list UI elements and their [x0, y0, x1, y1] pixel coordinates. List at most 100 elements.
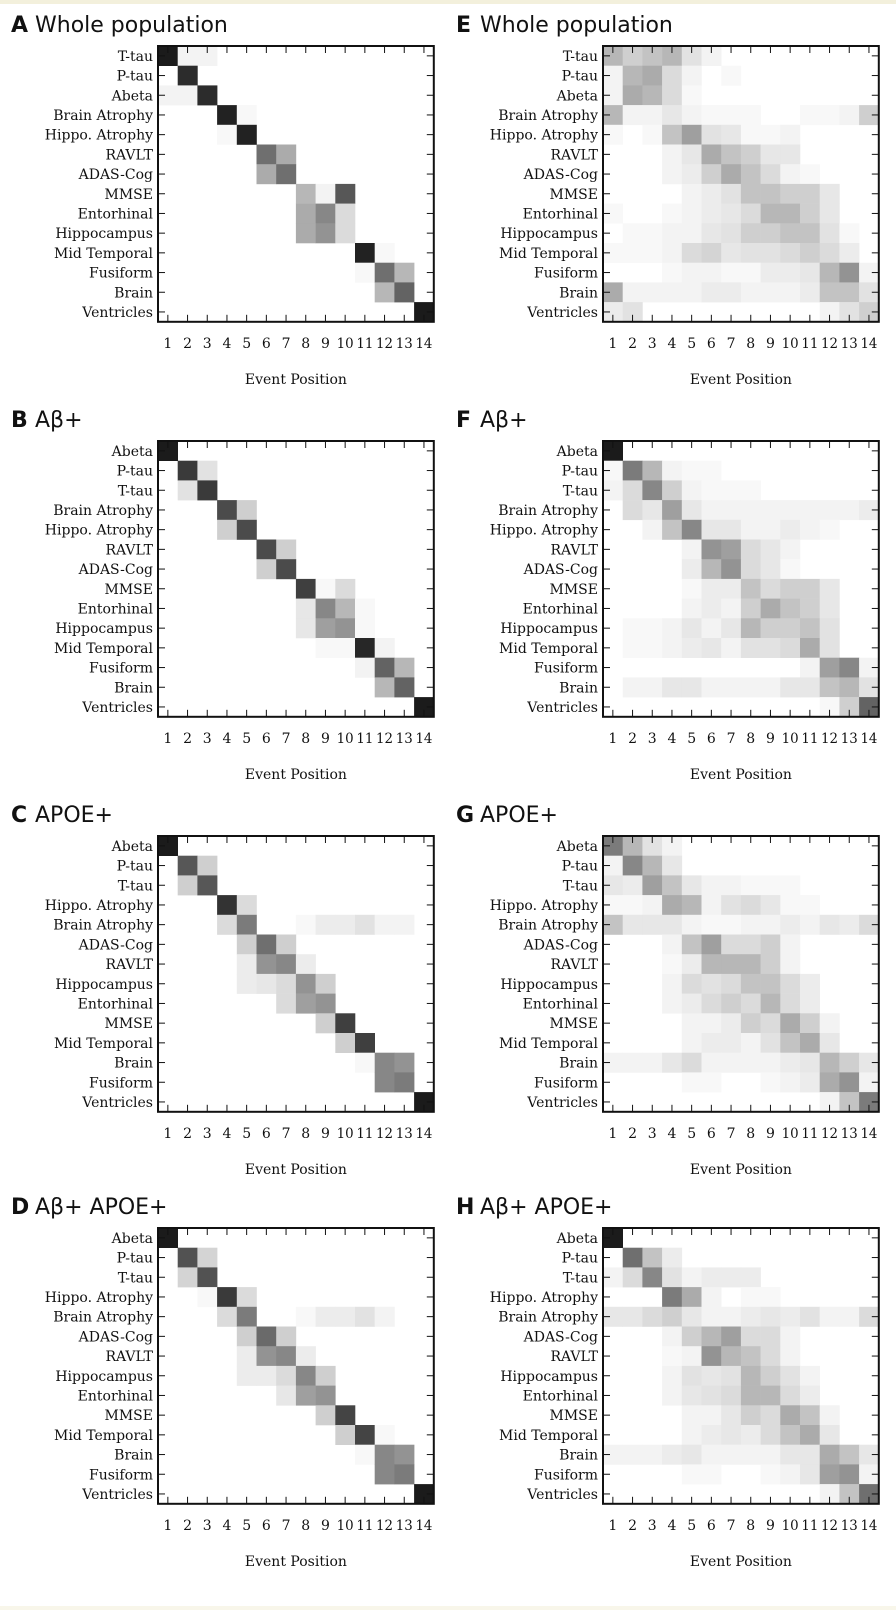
heatmap-cell [701, 46, 722, 66]
heatmap-cell [839, 697, 860, 718]
panel-letter: B [11, 408, 28, 433]
heatmap-cell [335, 1425, 356, 1445]
heatmap-cell [740, 598, 761, 619]
heatmap-cell [197, 875, 218, 896]
panel-letter: F [456, 408, 471, 433]
heatmap-cell [681, 559, 702, 580]
x-tick-label: 14 [415, 336, 432, 352]
heatmap-cell [721, 105, 742, 126]
heatmap-cell [800, 914, 820, 935]
x-tick-label: 1 [163, 731, 172, 747]
heatmap-cell [740, 539, 761, 560]
heatmap-cell [780, 164, 801, 185]
heatmap-cell [603, 65, 623, 86]
heatmap-cell [780, 1385, 801, 1406]
heatmap-cell [760, 895, 781, 916]
heatmap-cell [740, 1385, 761, 1406]
x-tick-label: 11 [356, 731, 373, 747]
heatmap-cell [740, 203, 761, 224]
heatmap-cell [819, 598, 840, 619]
heatmap-cell [662, 934, 683, 955]
x-tick-label: 5 [242, 1518, 251, 1534]
heatmap-cell [701, 638, 722, 658]
heatmap-cell [721, 519, 742, 540]
heatmap-cell [217, 895, 238, 916]
y-tick-label: P-tau [117, 859, 153, 875]
heatmap-cell [701, 1385, 722, 1406]
heatmap-cell [681, 1287, 702, 1308]
heatmap-cell [701, 105, 722, 126]
heatmap-cell [701, 954, 722, 975]
heatmap-cell [780, 934, 801, 955]
heatmap-cell [355, 1306, 375, 1327]
x-tick-label: 11 [356, 1518, 373, 1534]
y-tick-label: Brain [114, 1448, 153, 1464]
heatmap-cell [622, 895, 643, 916]
y-tick-label: Hippo. Atrophy [45, 1290, 153, 1306]
x-tick-label: 8 [746, 731, 755, 747]
heatmap-cell [740, 1365, 761, 1386]
heatmap-cell [236, 973, 257, 994]
y-tick-label: Entorhinal [523, 996, 599, 1012]
heatmap-cell [374, 1425, 395, 1445]
x-tick-label: 3 [648, 731, 657, 747]
heatmap-cell [721, 1267, 742, 1288]
heatmap-cell [740, 480, 761, 501]
panel-title: APOE+ [480, 803, 558, 828]
panel-a: A Whole population T-tau P-tau Abeta Brain At… [11, 13, 435, 388]
y-tick-label: T-tau [118, 49, 153, 65]
heatmap-cell [315, 183, 336, 204]
heatmap-cell [721, 895, 742, 916]
heatmap-cell [681, 282, 702, 303]
y-tick-label: Ventricles [81, 1487, 153, 1503]
heatmap-cell [681, 243, 702, 263]
heatmap-cell [839, 1464, 860, 1485]
x-tick-label: 14 [860, 1518, 877, 1534]
heatmap-cell [177, 480, 198, 501]
heatmap-cell [374, 657, 395, 678]
y-tick-label: Mid Temporal [54, 641, 153, 657]
heatmap-cell [355, 598, 375, 619]
x-tick-label: 7 [727, 336, 736, 352]
heatmap-cell [681, 1464, 702, 1485]
y-tick-label: RAVLT [550, 1349, 598, 1365]
heatmap-cell [800, 262, 820, 283]
y-tick-label: Entorhinal [78, 206, 154, 222]
x-tick-label: 14 [860, 336, 877, 352]
heatmap-cell [217, 914, 238, 935]
heatmap-cell [276, 559, 297, 580]
y-tick-label: T-tau [563, 483, 598, 499]
heatmap-cell [839, 105, 860, 126]
heatmap-cell [276, 1326, 297, 1347]
heatmap-cell [662, 677, 683, 698]
heatmap-cell [800, 1464, 820, 1485]
heatmap-cell [740, 500, 761, 521]
heatmap-cell [721, 954, 742, 975]
y-tick-label: Mid Temporal [499, 1036, 598, 1052]
heatmap-cell [839, 1484, 860, 1505]
heatmap-cell [721, 1385, 742, 1406]
heatmap-cell [839, 262, 860, 283]
heatmap-cell [721, 144, 742, 165]
plot-frame [602, 1227, 880, 1505]
x-tick-label: 3 [648, 336, 657, 352]
heatmap-cell [355, 638, 375, 658]
x-tick-label: 10 [782, 336, 799, 352]
heatmap-cell [256, 954, 277, 975]
y-tick-label: Hippocampus [500, 621, 598, 637]
heatmap-cell [819, 657, 840, 678]
heatmap-cell [603, 46, 623, 66]
heatmap-cell [236, 954, 257, 975]
heatmap-cell [701, 539, 722, 560]
heatmap-cell [603, 1267, 623, 1288]
x-tick-label: 6 [262, 1126, 271, 1142]
heatmap-cell [276, 1365, 297, 1386]
heatmap-cell [780, 223, 801, 244]
heatmap-cell [662, 105, 683, 126]
x-tick-label: 12 [376, 336, 393, 352]
heatmap-cell [335, 203, 356, 224]
y-tick-label: P-tau [117, 464, 153, 480]
heatmap-cell [681, 1267, 702, 1288]
y-tick-label: Entorhinal [523, 206, 599, 222]
y-tick-label: Fusiform [89, 1467, 153, 1483]
